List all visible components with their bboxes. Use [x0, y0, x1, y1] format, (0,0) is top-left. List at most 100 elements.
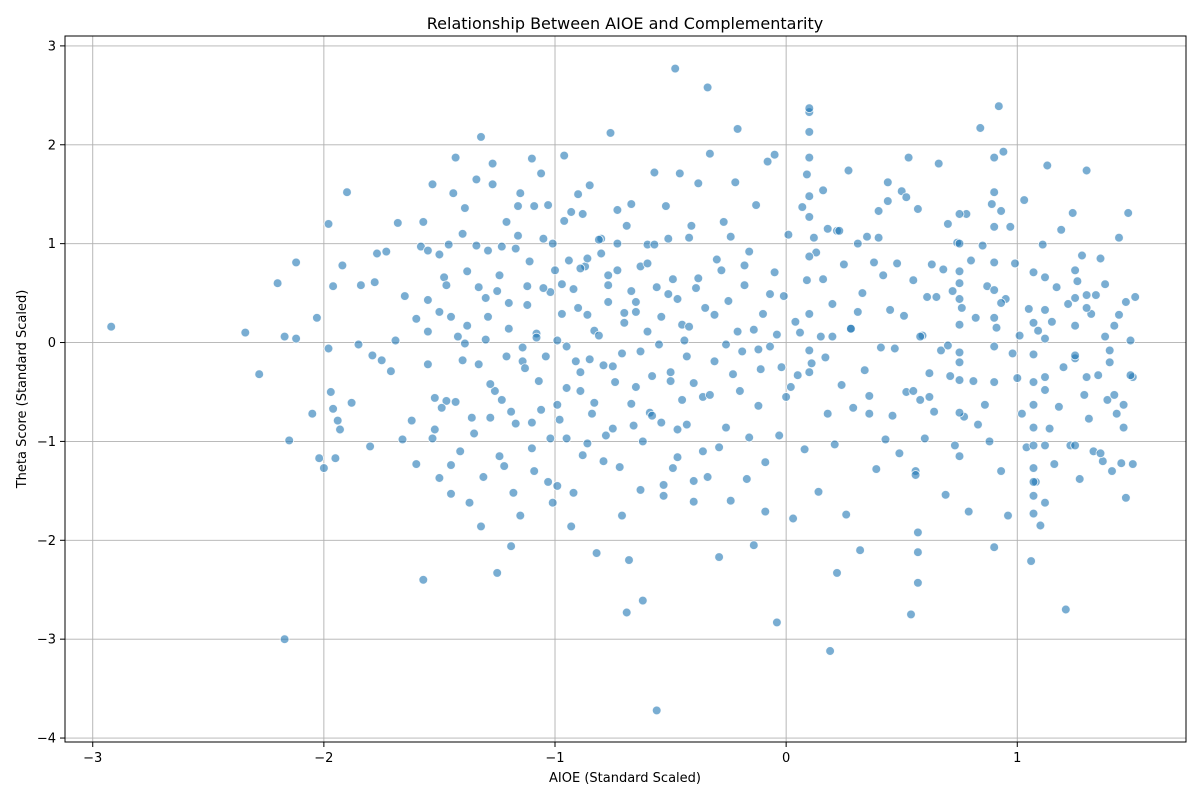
data-point [903, 152, 914, 163]
data-point [582, 438, 593, 449]
data-point [1114, 309, 1124, 320]
data-point [665, 376, 676, 386]
data-point [989, 221, 1000, 232]
data-point [527, 153, 537, 164]
data-point [1093, 370, 1104, 381]
data-point [473, 282, 484, 293]
data-point [342, 187, 352, 198]
data-point [522, 300, 533, 310]
data-point [910, 470, 921, 480]
data-point [291, 333, 301, 344]
data-point [762, 156, 773, 167]
data-point [476, 132, 486, 142]
data-point [926, 259, 937, 270]
data-point [538, 233, 549, 244]
data-point [933, 158, 944, 169]
data-point [827, 299, 838, 309]
data-point [596, 248, 607, 259]
data-point [804, 367, 815, 378]
data-point [728, 369, 738, 380]
data-point [494, 451, 505, 462]
data-point [1028, 317, 1039, 328]
data-point [626, 286, 637, 296]
data-point [635, 346, 646, 357]
data-point [584, 354, 595, 365]
data-point [575, 367, 586, 378]
data-point [954, 209, 965, 219]
data-point [1102, 395, 1113, 405]
plot-frame [64, 35, 1187, 743]
y-tick-label: −1 [37, 435, 56, 450]
data-point [423, 295, 433, 305]
data-point [499, 461, 510, 471]
data-point [815, 331, 826, 342]
data-point [386, 366, 396, 377]
data-point [755, 364, 766, 375]
data-point [954, 407, 965, 418]
data-point [954, 278, 965, 289]
data-point [1040, 333, 1050, 344]
data-point [818, 274, 828, 285]
data-point [564, 255, 574, 266]
data-point [698, 446, 708, 457]
data-point [836, 380, 847, 390]
data-point [568, 487, 579, 498]
data-point [1026, 556, 1036, 566]
data-point [621, 220, 632, 231]
data-point [899, 310, 909, 321]
data-point [1017, 408, 1027, 419]
data-point [869, 257, 879, 268]
data-point [598, 360, 609, 371]
data-point [880, 434, 891, 445]
data-point [462, 320, 473, 331]
data-point [1070, 320, 1080, 331]
data-point [397, 434, 408, 445]
data-point [506, 406, 516, 417]
data-point [783, 229, 794, 240]
data-point [705, 148, 715, 159]
data-point [804, 152, 815, 163]
data-point [954, 238, 965, 249]
data-point [469, 428, 479, 439]
data-point [1121, 492, 1131, 503]
data-point [857, 288, 868, 298]
data-point [1028, 377, 1039, 387]
data-point [582, 309, 593, 320]
data-point [1044, 423, 1055, 434]
data-point [473, 359, 484, 370]
data-point [788, 513, 798, 524]
data-point [1005, 221, 1016, 232]
data-point [804, 309, 815, 319]
data-point [649, 167, 660, 178]
data-point [1121, 297, 1131, 307]
data-point [446, 488, 456, 499]
data-point [1040, 440, 1050, 451]
data-point [721, 422, 731, 433]
data-point [1051, 282, 1062, 293]
data-point [1097, 456, 1108, 467]
data-point [332, 415, 343, 426]
data-point [1014, 330, 1025, 341]
chart-title: Relationship Between AIOE and Complement… [427, 14, 823, 33]
data-point [973, 419, 983, 430]
data-point [748, 540, 759, 551]
data-point [966, 255, 976, 266]
data-point [1070, 440, 1080, 451]
data-point [1100, 279, 1110, 290]
data-point [559, 150, 570, 161]
data-point [663, 289, 674, 299]
data-point [1116, 458, 1127, 469]
data-point [919, 433, 930, 444]
data-point [882, 177, 893, 188]
data-point [892, 258, 902, 269]
data-point [993, 101, 1004, 112]
data-point [531, 332, 542, 343]
data-point [369, 277, 380, 288]
data-point [769, 267, 780, 278]
data-point [471, 240, 482, 251]
data-point [1118, 399, 1129, 410]
data-point [968, 376, 979, 386]
data-point [577, 450, 588, 461]
